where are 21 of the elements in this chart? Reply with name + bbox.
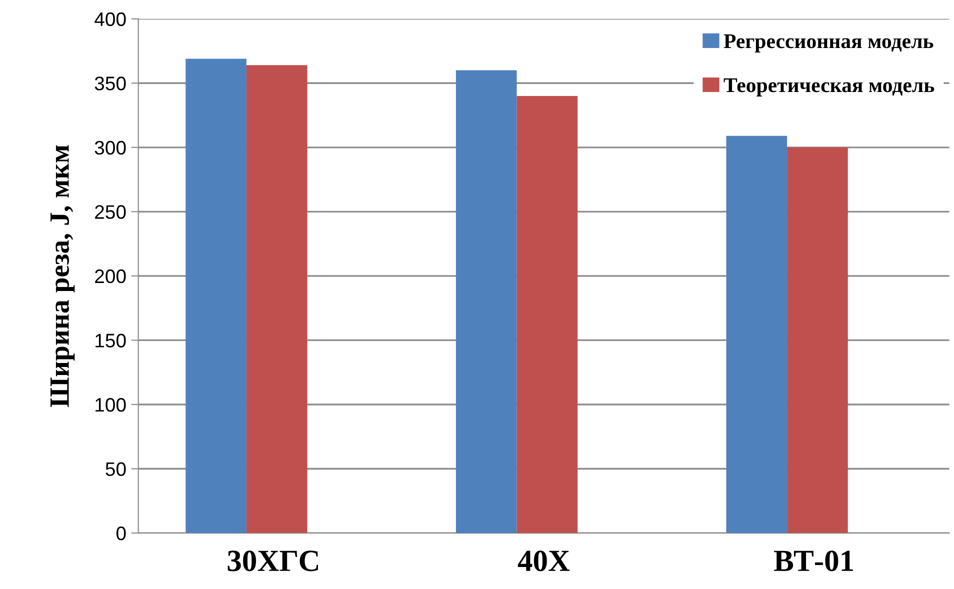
y-axis-title: Ширина реза, J, мкм — [50, 145, 75, 408]
x-tick-label: ВТ-01 — [774, 550, 854, 572]
y-tick-label: 350 — [94, 76, 126, 90]
y-tick-label: 0 — [116, 526, 126, 540]
bar — [456, 70, 517, 534]
y-tick-label: 150 — [96, 334, 126, 348]
y-tick-label: 100 — [96, 398, 126, 412]
x-tick-label: 40Х — [518, 550, 570, 572]
bar — [246, 65, 308, 534]
bar — [726, 136, 788, 534]
y-tick-label: 50 — [106, 462, 126, 476]
legend-label: Регрессионная модель — [724, 34, 934, 52]
bar — [516, 96, 578, 534]
x-tick-label: 30ХГС — [228, 550, 318, 572]
legend-label: Теоретическая модель — [724, 78, 934, 96]
bar — [186, 58, 246, 534]
y-tick-label: 400 — [94, 12, 126, 26]
y-tick-label: 200 — [95, 269, 126, 284]
y-tick-label: 300 — [94, 140, 126, 155]
bar — [787, 147, 848, 534]
y-tick-label: 250 — [95, 205, 126, 219]
